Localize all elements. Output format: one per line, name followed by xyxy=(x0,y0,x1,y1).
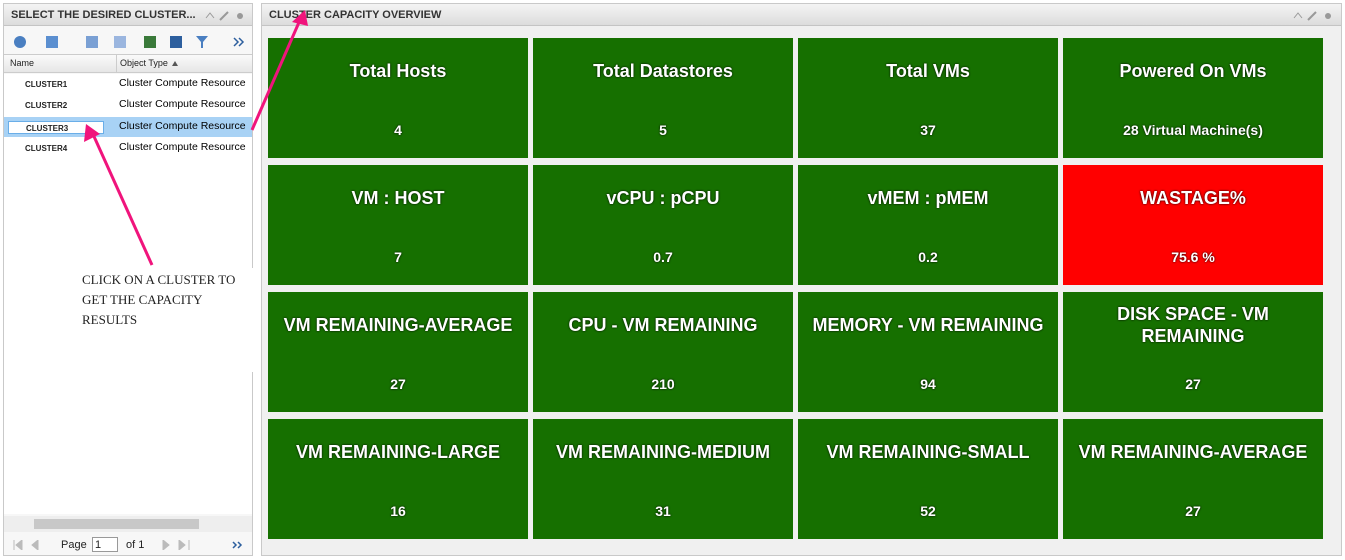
panel-header: SELECT THE DESIRED CLUSTER... xyxy=(4,4,252,26)
pager-label: Page xyxy=(61,539,87,551)
capacity-tile: DISK SPACE - VM REMAINING 27 xyxy=(1063,292,1323,412)
header-icons xyxy=(205,11,243,21)
tile-value: 7 xyxy=(394,249,402,265)
panel-title: SELECT THE DESIRED CLUSTER... xyxy=(11,9,196,21)
pager-more[interactable] xyxy=(232,540,244,550)
toolbar[interactable] xyxy=(10,32,250,52)
tile-title: DISK SPACE - VM REMAINING xyxy=(1117,304,1269,346)
sort-icon xyxy=(172,61,178,66)
tile-title: VM : HOST xyxy=(351,188,445,208)
tile-value: 52 xyxy=(920,503,936,519)
tile-title: Total Datastores xyxy=(593,61,733,81)
cell-name: CLUSTER4 xyxy=(8,142,104,155)
tile-title: vCPU : pCPU xyxy=(606,188,720,208)
capacity-tile: MEMORY - VM REMAINING 94 xyxy=(798,292,1058,412)
capacity-tile: WASTAGE% 75.6 % xyxy=(1063,165,1323,285)
tile-grid: Total Hosts 4 Total Datastores 5 Total VMs 37… xyxy=(268,38,1330,542)
tile-title: VM REMAINING-MEDIUM xyxy=(556,442,770,462)
header-icons xyxy=(1293,11,1331,21)
capacity-panel: CLUSTER CAPACITY OVERVIEW Total Hosts 4 To… xyxy=(261,3,1342,556)
tile-title: Total Hosts xyxy=(349,61,447,81)
cell-type: Cluster Compute Resource xyxy=(119,98,246,110)
tile-title: VM REMAINING-AVERAGE xyxy=(283,315,513,335)
column-header[interactable]: Name xyxy=(10,58,35,68)
pager-next[interactable] xyxy=(159,540,199,550)
page-input[interactable]: 1 xyxy=(92,537,118,552)
tile-value: 94 xyxy=(920,376,936,392)
capacity-tile: VM REMAINING-AVERAGE 27 xyxy=(268,292,528,412)
tile-value: 0.2 xyxy=(918,249,938,265)
capacity-tile: Total Hosts 4 xyxy=(268,38,528,158)
capacity-tile: vMEM : pMEM 0.2 xyxy=(798,165,1058,285)
tile-title: VM REMAINING-AVERAGE xyxy=(1078,442,1308,462)
cell-type: Cluster Compute Resource xyxy=(119,141,246,153)
tile-value: 31 xyxy=(655,503,671,519)
capacity-tile: Total Datastores 5 xyxy=(533,38,793,158)
capacity-tile: VM REMAINING-SMALL 52 xyxy=(798,419,1058,539)
tile-title: vMEM : pMEM xyxy=(867,188,989,208)
tile-title: VM REMAINING-SMALL xyxy=(826,442,1030,462)
tile-title: VM REMAINING-LARGE xyxy=(296,442,500,462)
tile-value: 27 xyxy=(1185,503,1201,519)
capacity-tile: VM REMAINING-AVERAGE 27 xyxy=(1063,419,1323,539)
scrollbar[interactable] xyxy=(4,516,252,532)
capacity-tile: vCPU : pCPU 0.7 xyxy=(533,165,793,285)
table-row[interactable]: CLUSTER1 Cluster Compute Resource xyxy=(4,74,252,94)
tile-value: 0.7 xyxy=(653,249,673,265)
tile-title: WASTAGE% xyxy=(1140,188,1246,208)
tile-title: CPU - VM REMAINING xyxy=(568,315,758,335)
capacity-tile: VM REMAINING-LARGE 16 xyxy=(268,419,528,539)
cell-type: Cluster Compute Resource xyxy=(119,77,246,89)
table-row[interactable]: CLUSTER2 Cluster Compute Resource xyxy=(4,95,252,115)
table-header: Name Object Type xyxy=(4,54,252,73)
cell-type: Cluster Compute Resource xyxy=(119,120,246,132)
tile-value: 27 xyxy=(390,376,406,392)
tile-value: 75.6 % xyxy=(1171,249,1215,265)
tile-title: Powered On VMs xyxy=(1119,61,1267,81)
cell-name: CLUSTER3 xyxy=(8,121,104,134)
pager: Page 1 of 1 xyxy=(4,535,252,555)
annotation: CLICK ON A CLUSTER TO GET THE CAPACITY R… xyxy=(79,268,255,372)
capacity-tile: Total VMs 37 xyxy=(798,38,1058,158)
column-header[interactable]: Object Type xyxy=(116,55,168,72)
capacity-tile: Powered On VMs 28 Virtual Machine(s) xyxy=(1063,38,1323,158)
cell-name: CLUSTER2 xyxy=(8,99,104,112)
cell-name: CLUSTER1 xyxy=(8,78,104,91)
panel-header: CLUSTER CAPACITY OVERVIEW xyxy=(262,4,1341,26)
panel-title: CLUSTER CAPACITY OVERVIEW xyxy=(269,9,442,21)
tile-value: 4 xyxy=(394,122,402,138)
capacity-tile: VM : HOST 7 xyxy=(268,165,528,285)
tile-title: MEMORY - VM REMAINING xyxy=(812,315,1044,335)
tile-value: 28 Virtual Machine(s) xyxy=(1123,122,1263,138)
tile-value: 27 xyxy=(1185,376,1201,392)
pager-prev[interactable] xyxy=(12,540,52,550)
pager-of: of 1 xyxy=(126,539,145,551)
tile-value: 5 xyxy=(659,122,667,138)
tile-title: Total VMs xyxy=(886,61,970,81)
table-row[interactable]: CLUSTER4 Cluster Compute Resource xyxy=(4,138,252,158)
capacity-tile: CPU - VM REMAINING 210 xyxy=(533,292,793,412)
table-row[interactable]: CLUSTER3 Cluster Compute Resource xyxy=(4,117,252,137)
capacity-tile: VM REMAINING-MEDIUM 31 xyxy=(533,419,793,539)
tile-value: 210 xyxy=(651,376,675,392)
tile-value: 16 xyxy=(390,503,406,519)
tile-value: 37 xyxy=(920,122,936,138)
